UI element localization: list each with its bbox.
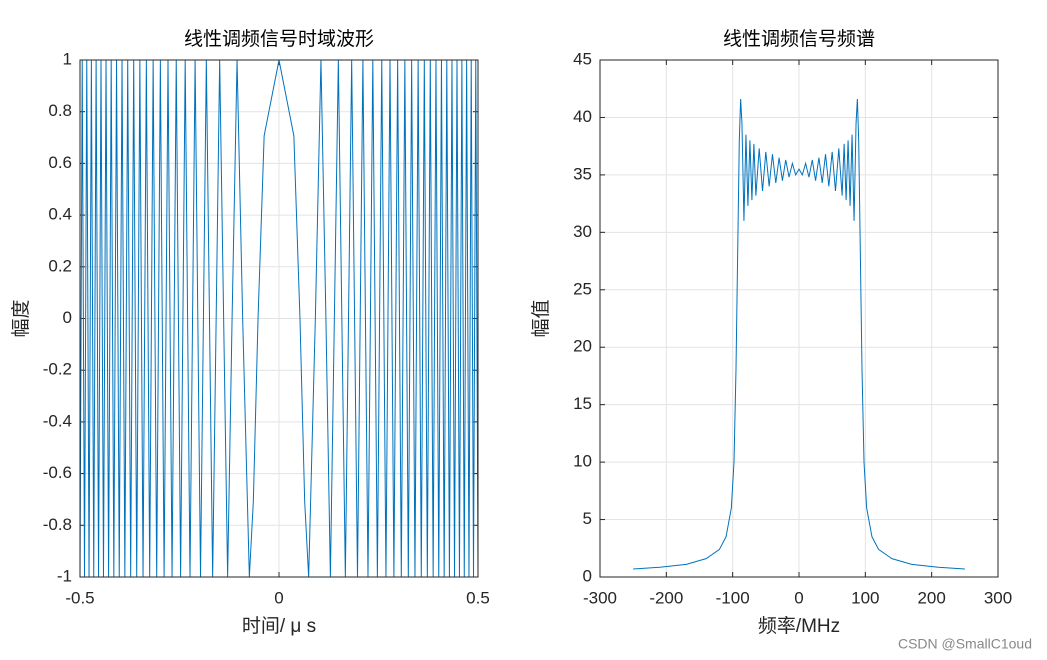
y-tick-label: 0.8 bbox=[48, 101, 72, 120]
x-tick-label: -0.5 bbox=[65, 588, 94, 607]
y-tick-label: -0.6 bbox=[43, 463, 72, 482]
y-tick-label: 45 bbox=[573, 49, 592, 68]
y-tick-label: -0.4 bbox=[43, 411, 72, 430]
x-tick-label: 100 bbox=[851, 588, 879, 607]
y-tick-label: 10 bbox=[573, 452, 592, 471]
x-tick-label: -200 bbox=[649, 588, 683, 607]
y-tick-label: 20 bbox=[573, 337, 592, 356]
x-tick-label: 300 bbox=[984, 588, 1012, 607]
x-tick-label: -300 bbox=[583, 588, 617, 607]
y-tick-label: 25 bbox=[573, 279, 592, 298]
y-tick-label: 40 bbox=[573, 107, 592, 126]
axes-box bbox=[599, 59, 999, 578]
y-tick-label: 1 bbox=[63, 49, 72, 68]
y-axis-label: 幅度 bbox=[10, 299, 32, 337]
y-tick-label: 0.2 bbox=[48, 256, 72, 275]
y-tick-label: -1 bbox=[57, 566, 72, 585]
y-tick-label: 5 bbox=[583, 509, 592, 528]
axes-box bbox=[79, 59, 479, 578]
y-axis-label: 幅值 bbox=[530, 299, 552, 337]
x-tick-label: -100 bbox=[716, 588, 750, 607]
y-tick-label: 0 bbox=[583, 566, 592, 585]
y-tick-label: -0.8 bbox=[43, 515, 72, 534]
y-tick-label: 0.6 bbox=[48, 153, 72, 172]
x-tick-label: 0 bbox=[274, 588, 283, 607]
x-tick-label: 0.5 bbox=[466, 588, 490, 607]
x-tick-label: 200 bbox=[917, 588, 945, 607]
x-axis-label: 频率/MHz bbox=[758, 615, 840, 637]
y-tick-label: 0.4 bbox=[48, 205, 72, 224]
y-tick-label: 35 bbox=[573, 164, 592, 183]
y-tick-label: 30 bbox=[573, 222, 592, 241]
chart-title: 线性调频信号频谱 bbox=[723, 28, 875, 50]
x-tick-label: 0 bbox=[794, 588, 803, 607]
data-line bbox=[633, 99, 965, 570]
chart-title: 线性调频信号时域波形 bbox=[184, 28, 374, 50]
y-tick-label: 0 bbox=[63, 308, 72, 327]
y-tick-label: -0.2 bbox=[43, 360, 72, 379]
watermark: CSDN @SmallC1oud bbox=[898, 636, 1032, 652]
y-tick-label: 15 bbox=[573, 394, 592, 413]
x-axis-label: 时间/ μ s bbox=[242, 615, 316, 637]
